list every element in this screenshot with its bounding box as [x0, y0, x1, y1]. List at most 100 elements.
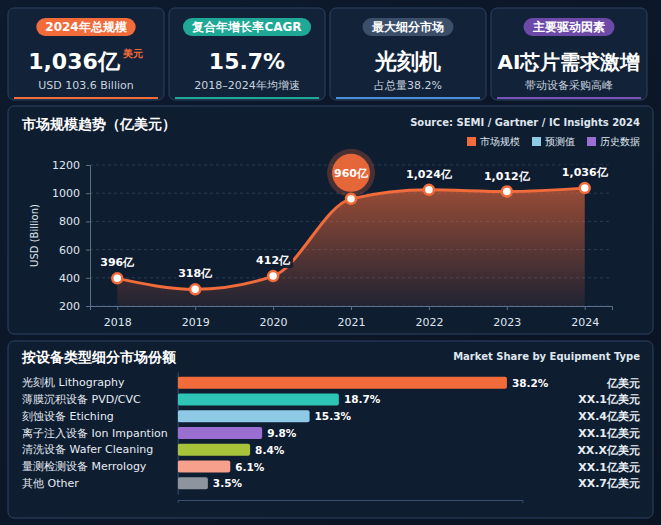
y-tick: 离子注入设备 Ion Impantion	[22, 427, 168, 440]
x-tick-mark	[507, 306, 508, 310]
legend-entry: 市场规模	[467, 136, 520, 147]
plot	[112, 183, 589, 306]
row-annotation: XX.4亿美元	[578, 410, 640, 423]
y-tick-mark	[86, 306, 90, 307]
y-tick-mark	[86, 193, 90, 194]
panel-bg	[8, 106, 653, 334]
y-tick-label: 1200	[52, 159, 80, 172]
bar	[178, 444, 250, 456]
bars	[178, 377, 507, 490]
bar	[178, 393, 339, 405]
row-annotation: XX.1亿美元	[578, 427, 640, 440]
y-tick: 清洗设备 Wafer Cleaning	[22, 443, 153, 456]
card-label: 2024年总规模	[45, 20, 126, 34]
y-tick: 1200	[52, 159, 90, 172]
y-tick-label: 600	[59, 244, 80, 257]
label-patch	[98, 255, 137, 270]
data-label: 318亿	[178, 267, 213, 280]
x-tick-mark	[195, 306, 196, 310]
y-tick-mark	[86, 250, 90, 251]
data-label-group: 1,024亿	[404, 167, 455, 182]
data-label: 3.5%	[213, 477, 243, 489]
x-tick-mark	[117, 306, 118, 310]
card-label: 复合年增长率CAGR	[191, 20, 301, 34]
legend-swatch	[532, 137, 541, 146]
x-axis: 2018 2019 2020 2021 2022 2023 2024	[91, 306, 613, 329]
y-tick: 量测检测设备 Merrology	[22, 460, 147, 473]
x-tick-mark	[273, 306, 274, 310]
background	[0, 0, 661, 525]
card-value: 1,036亿	[28, 49, 121, 74]
x-tick-label: 2024	[571, 316, 599, 329]
label-patch	[482, 169, 533, 184]
x-axis-line	[91, 307, 613, 311]
x-axis-line	[178, 501, 523, 504]
data-label: 15.3%	[315, 410, 352, 422]
line	[117, 188, 584, 289]
y-tick: 薄膜沉积设备 PVD/CVC	[22, 393, 141, 406]
y-tick: 其他 Other	[22, 477, 79, 490]
y-tick: 600	[59, 244, 90, 257]
x-tick-label: 2023	[493, 316, 521, 329]
highlight	[332, 154, 370, 192]
point	[580, 183, 590, 193]
data-label-group: 396亿	[98, 255, 137, 270]
x-tick-label: 2019	[182, 316, 210, 329]
card-accent	[336, 97, 480, 99]
legend-entry: 历史数据	[587, 136, 640, 147]
y-tick: 1000	[52, 187, 90, 200]
row-annotation: XX.1亿美元	[578, 393, 640, 406]
card-pill	[36, 18, 135, 36]
x-tick-label: 2020	[260, 316, 288, 329]
y-tick-label: 1000	[52, 187, 80, 200]
category-label: 离子注入设备 Ion Impantion	[22, 427, 168, 440]
label-patch	[560, 165, 611, 180]
data-label: 18.7%	[344, 393, 381, 405]
x-tick-label: 2021	[338, 316, 366, 329]
kpi-card: 2024年总规模1,036亿美元USD 103.6 Billion	[8, 8, 164, 100]
x-tick: 2021	[338, 306, 366, 329]
x-tick-mark	[351, 306, 352, 310]
point	[424, 185, 434, 195]
card-bg	[330, 8, 486, 100]
y-tick-label: 800	[59, 215, 80, 228]
y-axis: 光刻机 Lithography 薄膜沉积设备 PVD/CVC 刻蚀设备 Etichi…	[22, 373, 178, 495]
y-tick: 光刻机 Lithography	[22, 376, 125, 389]
chart-title: 按设备类型细分市场份额	[21, 349, 177, 365]
highlight-glow	[327, 149, 375, 197]
card-note: 占总量38.2%	[374, 79, 442, 92]
card-label: 主要驱动因素	[532, 20, 605, 34]
card-value: 15.7%	[209, 49, 285, 74]
chart-title: 市场规模趋势（亿美元）	[21, 116, 176, 132]
label-patch	[176, 266, 215, 281]
data-label-group: 412亿	[254, 253, 293, 268]
x-tick: 2023	[493, 306, 521, 329]
point	[268, 271, 278, 281]
category-label: 其他 Other	[22, 477, 79, 490]
point	[190, 284, 200, 294]
x-tick: 2022	[415, 306, 443, 329]
bar	[178, 377, 507, 389]
data-label: 412亿	[256, 254, 291, 267]
data-label-group: 1,012亿	[482, 169, 533, 184]
point	[502, 187, 512, 197]
card-label: 最大细分市场	[371, 20, 444, 34]
x-tick: 2019	[182, 306, 210, 329]
data-label: 960亿	[334, 167, 369, 180]
x-tick-label: 2018	[104, 316, 132, 329]
data-label: 9.8%	[267, 427, 297, 439]
x-tick: 2018	[104, 306, 132, 329]
card-bg	[8, 8, 164, 100]
category-label: 刻蚀设备 Etiching	[22, 410, 114, 423]
y-tick: 800	[59, 215, 90, 228]
card-pill	[363, 18, 454, 36]
point	[112, 273, 122, 283]
y-tick-label: 200	[59, 300, 80, 313]
kpi-card: 最大细分市场光刻机占总量38.2%	[330, 8, 486, 100]
bar	[178, 410, 310, 422]
y-tick-mark	[86, 278, 90, 279]
row-annotation: XX.1亿美元	[578, 461, 640, 474]
y-tick: 400	[59, 272, 90, 285]
data-label: 38.2%	[512, 377, 549, 389]
label-patch	[254, 253, 293, 268]
